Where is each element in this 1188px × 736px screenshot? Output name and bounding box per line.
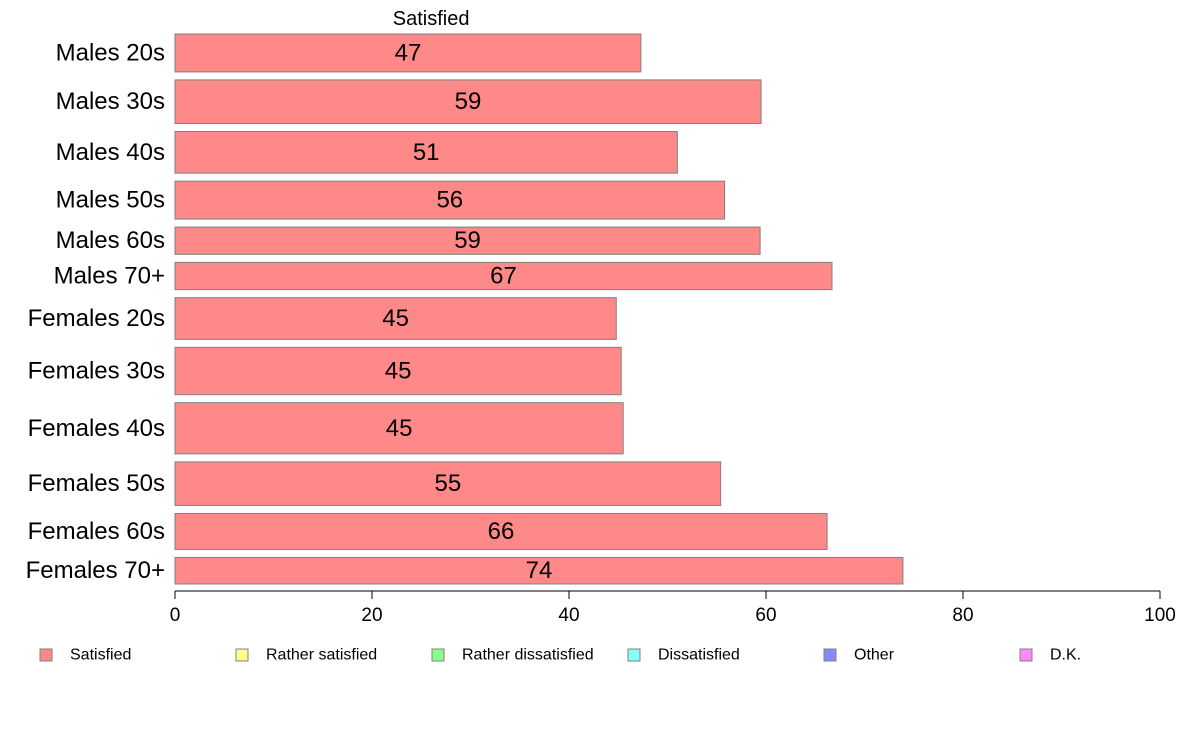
bar-5 — [174, 226, 761, 255]
legend-swatch — [627, 648, 641, 662]
legend-swatch — [39, 648, 53, 662]
bar-3 — [174, 130, 678, 174]
data-label: 45 — [386, 415, 413, 442]
data-label: 67 — [490, 263, 517, 290]
data-label: 55 — [434, 470, 461, 497]
legend-label: D.K. — [1050, 647, 1081, 664]
category-label: Females 20s — [28, 305, 165, 332]
legend-label: Other — [854, 647, 895, 664]
x-tick-label: 60 — [755, 605, 776, 626]
x-tick-label: 40 — [558, 605, 579, 626]
data-label: 56 — [436, 187, 463, 214]
data-label: 74 — [526, 557, 553, 584]
bar-7 — [174, 297, 617, 340]
category-label: Males 60s — [56, 227, 165, 254]
bar-9 — [174, 402, 624, 455]
data-label: 51 — [413, 139, 440, 166]
legend-swatch — [1019, 648, 1033, 662]
category-label: Males 70+ — [54, 263, 165, 290]
category-label: Females 40s — [28, 415, 165, 442]
bar-8 — [174, 346, 622, 396]
category-label: Males 30s — [56, 88, 165, 115]
bar-4 — [174, 180, 726, 220]
legend-label: Satisfied — [70, 647, 131, 664]
legend-swatch — [235, 648, 249, 662]
data-label: 59 — [454, 227, 481, 254]
bar-6 — [174, 261, 833, 291]
bar-10 — [174, 461, 722, 506]
data-label: 59 — [455, 88, 482, 115]
x-tick-label: 20 — [361, 605, 382, 626]
category-label: Females 60s — [28, 518, 165, 545]
x-tick-label: 0 — [170, 605, 181, 626]
data-label: 45 — [382, 305, 409, 332]
category-label: Males 50s — [56, 187, 165, 214]
x-tick-label: 80 — [952, 605, 973, 626]
legend-label: Rather dissatisfied — [462, 647, 594, 664]
bar-11 — [174, 512, 828, 550]
bar-1 — [174, 33, 642, 73]
bar-2 — [174, 79, 762, 124]
category-label: Males 40s — [56, 139, 165, 166]
legend-label: Dissatisfied — [658, 647, 740, 664]
bar-12 — [174, 556, 904, 585]
data-label: 45 — [385, 358, 412, 385]
category-label: Males 20s — [56, 39, 165, 66]
legend-label: Rather satisfied — [266, 647, 377, 664]
category-label: Females 50s — [28, 470, 165, 497]
category-label: Females 30s — [28, 358, 165, 385]
category-label: Females 70+ — [26, 557, 165, 584]
chart-title: Satisfied — [393, 8, 470, 30]
data-label: 66 — [488, 518, 515, 545]
data-label: 47 — [395, 39, 422, 66]
legend-swatch — [823, 648, 837, 662]
x-tick-label: 100 — [1144, 605, 1176, 626]
legend-swatch — [431, 648, 445, 662]
